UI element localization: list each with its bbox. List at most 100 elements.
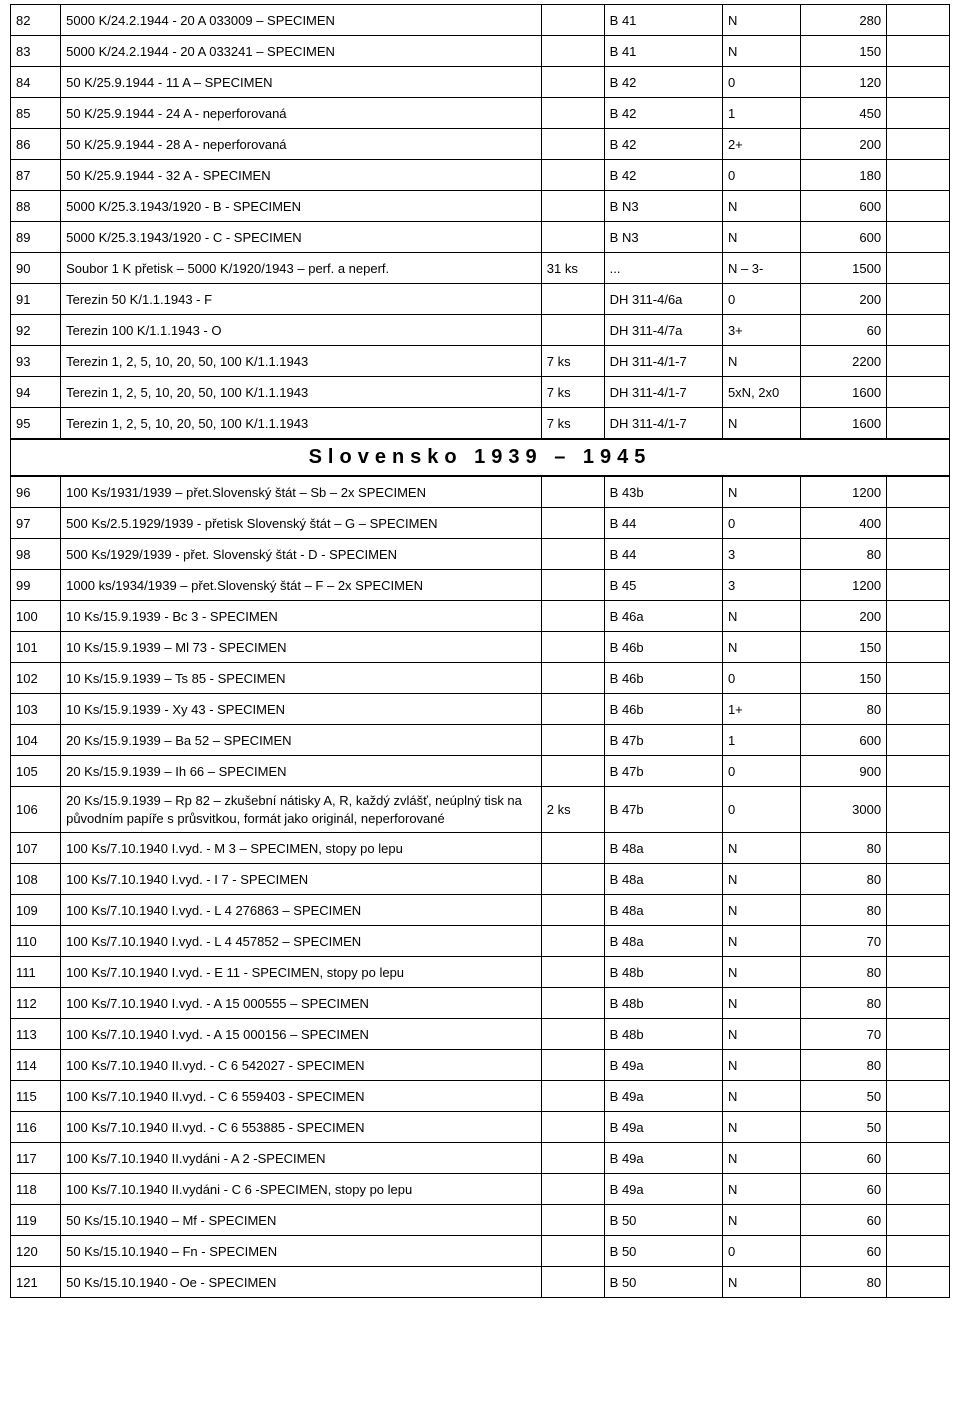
price: 280 xyxy=(800,5,886,36)
lot-number: 85 xyxy=(11,98,61,129)
grade: 1 xyxy=(722,725,800,756)
blank xyxy=(887,895,950,926)
quantity xyxy=(541,67,604,98)
description: 100 Ks/7.10.1940 II.vyd. - C 6 542027 - … xyxy=(61,1050,542,1081)
quantity xyxy=(541,570,604,601)
table-row: 885000 K/25.3.1943/1920 - B - SPECIMENB … xyxy=(11,191,950,222)
reference: B 42 xyxy=(604,160,722,191)
quantity xyxy=(541,1112,604,1143)
reference: B 48b xyxy=(604,988,722,1019)
reference: B 41 xyxy=(604,36,722,67)
grade: 2+ xyxy=(722,129,800,160)
lot-number: 115 xyxy=(11,1081,61,1112)
reference: B 46b xyxy=(604,632,722,663)
grade: N xyxy=(722,1112,800,1143)
table-row: 114100 Ks/7.10.1940 II.vyd. - C 6 542027… xyxy=(11,1050,950,1081)
grade: N xyxy=(722,988,800,1019)
price: 120 xyxy=(800,67,886,98)
description: 100 Ks/7.10.1940 I.vyd. - M 3 – SPECIMEN… xyxy=(61,833,542,864)
description: Terezin 50 K/1.1.1943 - F xyxy=(61,284,542,315)
reference: DH 311-4/6a xyxy=(604,284,722,315)
quantity xyxy=(541,1205,604,1236)
grade: 0 xyxy=(722,663,800,694)
grade: N xyxy=(722,864,800,895)
lot-number: 84 xyxy=(11,67,61,98)
reference: B 47b xyxy=(604,787,722,833)
blank xyxy=(887,222,950,253)
description: 100 Ks/7.10.1940 I.vyd. - A 15 000156 – … xyxy=(61,1019,542,1050)
price: 1600 xyxy=(800,408,886,440)
price: 200 xyxy=(800,284,886,315)
description: Terezin 1, 2, 5, 10, 20, 50, 100 K/1.1.1… xyxy=(61,377,542,408)
description: 1000 ks/1934/1939 – přet.Slovenský štát … xyxy=(61,570,542,601)
quantity: 7 ks xyxy=(541,377,604,408)
table-row: 96100 Ks/1931/1939 – přet.Slovenský štát… xyxy=(11,476,950,508)
grade: 0 xyxy=(722,284,800,315)
price: 70 xyxy=(800,1019,886,1050)
quantity xyxy=(541,756,604,787)
grade: 3 xyxy=(722,539,800,570)
reference: B 46a xyxy=(604,601,722,632)
reference: B 48a xyxy=(604,926,722,957)
blank xyxy=(887,346,950,377)
price: 80 xyxy=(800,833,886,864)
grade: N xyxy=(722,1019,800,1050)
blank xyxy=(887,756,950,787)
grade: N xyxy=(722,1174,800,1205)
price: 900 xyxy=(800,756,886,787)
grade: N xyxy=(722,833,800,864)
lot-number: 91 xyxy=(11,284,61,315)
grade: N xyxy=(722,222,800,253)
description: 20 Ks/15.9.1939 – Rp 82 – zkušební nátis… xyxy=(61,787,542,833)
description: 50 K/25.9.1944 - 11 A – SPECIMEN xyxy=(61,67,542,98)
grade: N xyxy=(722,346,800,377)
blank xyxy=(887,570,950,601)
reference: B N3 xyxy=(604,191,722,222)
quantity: 31 ks xyxy=(541,253,604,284)
blank xyxy=(887,864,950,895)
lot-number: 94 xyxy=(11,377,61,408)
table-row: 110100 Ks/7.10.1940 I.vyd. - L 4 457852 … xyxy=(11,926,950,957)
lot-number: 113 xyxy=(11,1019,61,1050)
table-row: 115100 Ks/7.10.1940 II.vyd. - C 6 559403… xyxy=(11,1081,950,1112)
description: 100 Ks/7.10.1940 I.vyd. - A 15 000555 – … xyxy=(61,988,542,1019)
lot-number: 109 xyxy=(11,895,61,926)
price: 80 xyxy=(800,988,886,1019)
quantity xyxy=(541,833,604,864)
quantity: 7 ks xyxy=(541,408,604,440)
lot-number: 107 xyxy=(11,833,61,864)
table-row: 10310 Ks/15.9.1939 - Xy 43 - SPECIMENB 4… xyxy=(11,694,950,725)
grade: N xyxy=(722,926,800,957)
grade: N xyxy=(722,36,800,67)
grade: 1 xyxy=(722,98,800,129)
grade: N xyxy=(722,895,800,926)
grade: N xyxy=(722,1050,800,1081)
price: 150 xyxy=(800,632,886,663)
description: 100 Ks/1931/1939 – přet.Slovenský štát –… xyxy=(61,476,542,508)
lot-number: 116 xyxy=(11,1112,61,1143)
price: 600 xyxy=(800,725,886,756)
price: 80 xyxy=(800,1050,886,1081)
table-row: 11950 Ks/15.10.1940 – Mf - SPECIMENB 50N… xyxy=(11,1205,950,1236)
reference: DH 311-4/7a xyxy=(604,315,722,346)
blank xyxy=(887,694,950,725)
quantity xyxy=(541,539,604,570)
price: 200 xyxy=(800,129,886,160)
reference: B 48b xyxy=(604,957,722,988)
price: 2200 xyxy=(800,346,886,377)
quantity xyxy=(541,1174,604,1205)
table-row: 8550 K/25.9.1944 - 24 A - neperforovanáB… xyxy=(11,98,950,129)
blank xyxy=(887,36,950,67)
reference: B 50 xyxy=(604,1267,722,1298)
blank xyxy=(887,5,950,36)
table-row: 92Terezin 100 K/1.1.1943 - ODH 311-4/7a3… xyxy=(11,315,950,346)
price: 60 xyxy=(800,1143,886,1174)
price: 60 xyxy=(800,315,886,346)
grade: N xyxy=(722,1143,800,1174)
quantity xyxy=(541,284,604,315)
blank xyxy=(887,1081,950,1112)
description: 10 Ks/15.9.1939 - Bc 3 - SPECIMEN xyxy=(61,601,542,632)
lot-number: 120 xyxy=(11,1236,61,1267)
quantity xyxy=(541,5,604,36)
quantity xyxy=(541,663,604,694)
